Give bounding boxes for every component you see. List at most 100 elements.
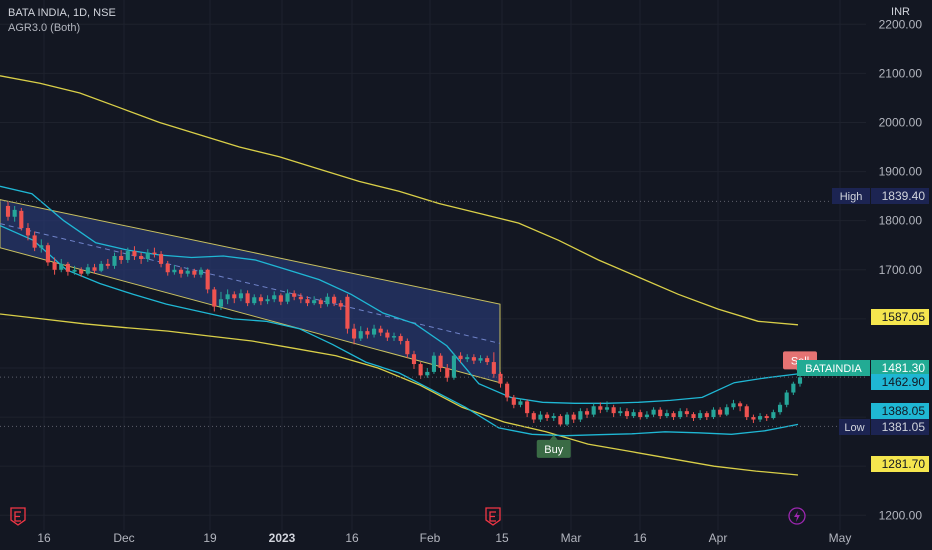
candle[interactable] xyxy=(411,350,417,369)
candle-body[interactable] xyxy=(79,269,84,274)
candle-body[interactable] xyxy=(278,295,283,302)
candle-body[interactable] xyxy=(678,411,683,418)
candle[interactable] xyxy=(451,353,456,380)
candle-body[interactable] xyxy=(624,411,630,417)
candle-body[interactable] xyxy=(72,269,77,272)
candles-layer[interactable] xyxy=(5,201,803,427)
candle-body[interactable] xyxy=(511,397,516,405)
candle-body[interactable] xyxy=(232,294,237,299)
candle[interactable] xyxy=(471,354,476,365)
candle-body[interactable] xyxy=(771,412,776,419)
candle[interactable] xyxy=(771,409,776,420)
candle-body[interactable] xyxy=(438,355,443,368)
candle-body[interactable] xyxy=(25,228,31,236)
candle[interactable] xyxy=(518,398,523,408)
candle-body[interactable] xyxy=(764,416,769,419)
candle-body[interactable] xyxy=(292,293,297,297)
candle[interactable] xyxy=(458,352,463,364)
candle-body[interactable] xyxy=(345,296,350,329)
candle-body[interactable] xyxy=(584,411,590,415)
candle[interactable] xyxy=(212,286,217,312)
candle[interactable] xyxy=(178,267,184,278)
buy-signal[interactable]: Buy xyxy=(536,434,571,458)
candle-body[interactable] xyxy=(538,414,543,420)
candle[interactable] xyxy=(738,401,743,412)
candle-body[interactable] xyxy=(99,263,104,271)
candle[interactable] xyxy=(445,364,450,382)
candle-body[interactable] xyxy=(385,332,390,338)
earnings-event-icon[interactable] xyxy=(10,507,26,526)
candle[interactable] xyxy=(25,223,31,241)
candle[interactable] xyxy=(205,268,210,294)
candle-body[interactable] xyxy=(498,373,503,384)
candle-body[interactable] xyxy=(491,362,496,374)
candle-body[interactable] xyxy=(545,414,550,419)
candle-body[interactable] xyxy=(225,294,230,300)
candle-body[interactable] xyxy=(185,270,190,274)
candle[interactable] xyxy=(604,401,610,413)
candle[interactable] xyxy=(598,402,603,414)
candle[interactable] xyxy=(12,205,17,222)
candle[interactable] xyxy=(631,409,636,419)
candle[interactable] xyxy=(531,411,536,423)
indicator-name[interactable]: AGR3.0 (Both) xyxy=(8,22,81,34)
candle-body[interactable] xyxy=(611,407,616,414)
candle-body[interactable] xyxy=(664,413,669,417)
candle[interactable] xyxy=(39,239,44,253)
candle[interactable] xyxy=(218,291,224,311)
candle-body[interactable] xyxy=(738,403,743,407)
candle[interactable] xyxy=(192,268,197,278)
candle[interactable] xyxy=(718,407,723,418)
candle-body[interactable] xyxy=(485,358,490,363)
candle-body[interactable] xyxy=(159,254,164,264)
candle[interactable] xyxy=(478,355,483,364)
candle-body[interactable] xyxy=(391,336,397,338)
candle[interactable] xyxy=(751,414,756,423)
candle[interactable] xyxy=(664,409,669,419)
candle[interactable] xyxy=(658,407,663,420)
candle[interactable] xyxy=(125,247,130,263)
candle[interactable] xyxy=(92,263,97,274)
candle-body[interactable] xyxy=(172,269,177,273)
candle-body[interactable] xyxy=(551,416,556,419)
candle-body[interactable] xyxy=(105,263,110,266)
candle-body[interactable] xyxy=(411,354,417,365)
candle[interactable] xyxy=(365,327,370,339)
candle-body[interactable] xyxy=(644,414,649,418)
candle[interactable] xyxy=(72,265,77,275)
candle[interactable] xyxy=(638,409,643,420)
candle-body[interactable] xyxy=(252,297,257,304)
candle[interactable] xyxy=(371,324,377,338)
time-axis[interactable]: 16 Dec 19 2023 16 Feb 15 Mar 16 Apr May xyxy=(37,531,851,545)
candle[interactable] xyxy=(152,247,157,258)
candle-body[interactable] xyxy=(425,371,430,376)
candle-body[interactable] xyxy=(531,413,536,420)
candle[interactable] xyxy=(418,362,423,379)
candle[interactable] xyxy=(571,412,576,423)
candle-body[interactable] xyxy=(465,357,470,360)
candle[interactable] xyxy=(198,267,204,278)
candle-body[interactable] xyxy=(305,299,310,304)
candle[interactable] xyxy=(405,338,410,359)
candle[interactable] xyxy=(238,289,244,302)
candle[interactable] xyxy=(777,402,783,415)
candle-body[interactable] xyxy=(704,413,709,418)
candle[interactable] xyxy=(691,412,696,421)
candle-body[interactable] xyxy=(371,328,377,335)
candle-body[interactable] xyxy=(205,269,210,290)
candle[interactable] xyxy=(584,408,590,419)
candle-body[interactable] xyxy=(19,210,24,229)
candle-body[interactable] xyxy=(198,269,204,275)
candle[interactable] xyxy=(644,411,649,420)
candle[interactable] xyxy=(325,293,330,307)
candle-body[interactable] xyxy=(312,300,317,304)
candle[interactable] xyxy=(65,261,70,276)
candle[interactable] xyxy=(145,249,150,262)
candle[interactable] xyxy=(278,293,283,306)
candle-body[interactable] xyxy=(12,209,17,217)
candle[interactable] xyxy=(172,264,177,275)
candle[interactable] xyxy=(791,381,796,395)
candle-body[interactable] xyxy=(245,293,250,304)
candle[interactable] xyxy=(491,352,496,378)
